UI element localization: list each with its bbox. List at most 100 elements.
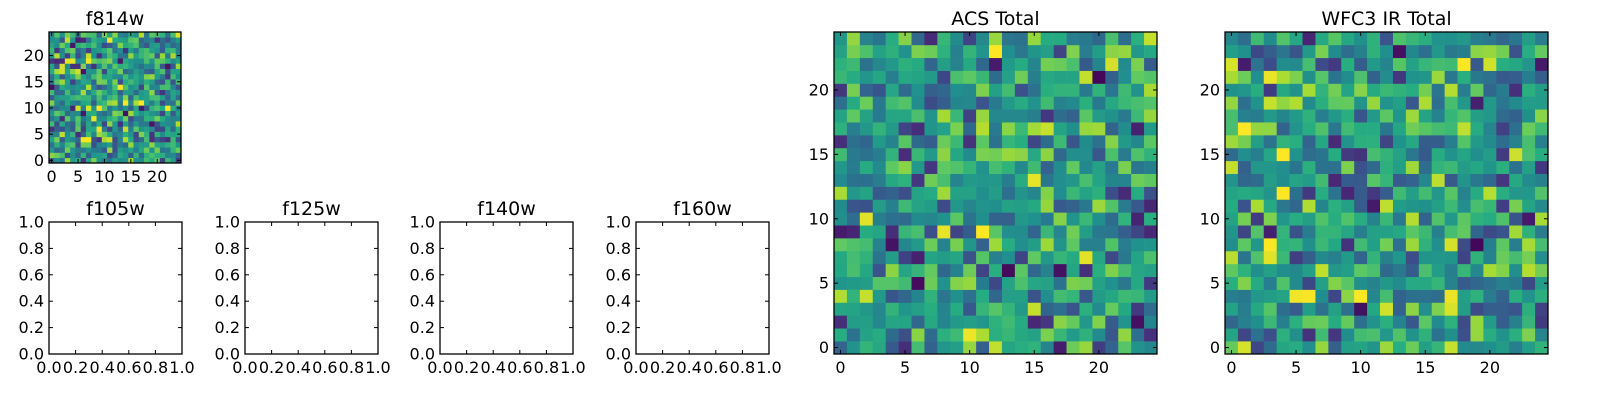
- acs-total-cell: [859, 135, 874, 149]
- wfc3-ir-total-cell: [1392, 225, 1407, 239]
- wfc3-ir-total-cell: [1405, 263, 1420, 278]
- acs-total-cell: [1131, 83, 1145, 97]
- f814w-cell: [154, 37, 161, 43]
- acs-total-cell: [924, 109, 938, 123]
- f814w-cell: [49, 126, 55, 132]
- wfc3-ir-total-cell: [1250, 122, 1265, 136]
- f814w-cell: [165, 37, 171, 43]
- wfc3-ir-total-cell: [1392, 70, 1407, 84]
- f814w-cell: [117, 32, 124, 38]
- f105w-ytick-label: 0.2: [19, 318, 44, 337]
- acs-total-cell: [1001, 315, 1016, 329]
- f160w-ytick-label: 0.8: [606, 239, 631, 258]
- wfc3-ir-total-cell: [1367, 225, 1381, 239]
- wfc3-ir-total-cell: [1276, 199, 1290, 213]
- wfc3-ir-total-ytick-label: 5: [1210, 274, 1220, 293]
- wfc3-ir-total-ytick-label: 10: [1200, 209, 1220, 228]
- f814w-cell: [91, 126, 97, 132]
- acs-total-cell: [937, 250, 951, 265]
- f814w-cell: [59, 105, 66, 111]
- f814w-cell: [91, 94, 97, 101]
- wfc3-ir-total-cell: [1367, 96, 1381, 110]
- f814w-cell: [75, 42, 81, 49]
- wfc3-ir-total-cell: [1483, 199, 1497, 213]
- acs-total-cell: [1079, 44, 1093, 59]
- acs-total-cell: [1092, 276, 1106, 290]
- wfc3-ir-total-cell: [1367, 32, 1381, 46]
- acs-total-cell: [937, 32, 951, 46]
- acs-total-cell: [1001, 289, 1016, 303]
- acs-total-cell: [859, 122, 874, 136]
- wfc3-ir-total-cell: [1276, 289, 1290, 303]
- f814w-cell: [159, 68, 166, 75]
- wfc3-ir-total-cell: [1431, 276, 1445, 290]
- acs-total-cell: [937, 96, 951, 110]
- wfc3-ir-total-cell: [1483, 57, 1497, 71]
- acs-total-cell: [834, 250, 848, 265]
- wfc3-ir-total-cell: [1444, 263, 1458, 278]
- acs-total-cell: [963, 122, 977, 136]
- f814w-cell: [165, 52, 171, 59]
- wfc3-ir-total-xtick-label: 10: [1350, 358, 1370, 377]
- f814w-cell: [107, 89, 113, 96]
- wfc3-ir-total-cell: [1354, 32, 1368, 46]
- acs-total-cell: [859, 57, 874, 71]
- f814w-cell: [107, 37, 113, 43]
- wfc3-ir-total-cell: [1380, 122, 1394, 136]
- wfc3-ir-total-cell: [1496, 32, 1510, 46]
- acs-total-cell: [1066, 302, 1080, 316]
- acs-total-cell: [976, 186, 990, 200]
- wfc3-ir-total-cell: [1457, 225, 1471, 239]
- wfc3-ir-total-cell: [1341, 315, 1355, 329]
- wfc3-ir-total-cell: [1237, 263, 1252, 278]
- acs-total-cell: [834, 289, 848, 303]
- acs-total-cell: [1040, 109, 1054, 123]
- acs-total-cell: [1001, 83, 1016, 97]
- wfc3-ir-total-cell: [1509, 173, 1523, 187]
- acs-total-xtick-label: 10: [959, 358, 979, 377]
- acs-total-cell: [1027, 32, 1042, 46]
- acs-total-cell: [1118, 212, 1132, 226]
- wfc3-ir-total-cell: [1405, 250, 1420, 265]
- f814w-cell: [122, 152, 129, 159]
- f814w-ytick-label: 15: [24, 72, 44, 91]
- f814w-cell: [175, 94, 182, 101]
- wfc3-ir-total-cell: [1444, 225, 1458, 239]
- wfc3-ir-total-cell: [1405, 289, 1420, 303]
- acs-total-cell: [885, 32, 899, 46]
- wfc3-ir-total-cell: [1354, 212, 1368, 226]
- wfc3-ir-total-cell: [1302, 160, 1316, 174]
- acs-total-cell: [1144, 122, 1158, 136]
- wfc3-ir-total-cell: [1354, 160, 1368, 174]
- f814w-cell: [75, 147, 81, 153]
- acs-total-cell: [1040, 173, 1054, 187]
- acs-total-cell: [989, 263, 1003, 278]
- f160w-ytick-label: 1.0: [606, 213, 631, 232]
- acs-total-cell: [1144, 302, 1158, 316]
- acs-total-cell: [1001, 147, 1016, 162]
- f814w-cell: [117, 89, 124, 96]
- acs-total-cell: [950, 70, 964, 84]
- wfc3-ir-total-cell: [1302, 263, 1316, 278]
- acs-total-cell: [1014, 289, 1029, 303]
- f814w-cell: [112, 142, 118, 148]
- wfc3-ir-total-cell: [1276, 315, 1290, 329]
- wfc3-ir-total-cell: [1470, 135, 1484, 149]
- f814w-cell: [64, 42, 71, 49]
- acs-total-cell: [989, 135, 1003, 149]
- f814w-cell: [144, 94, 150, 101]
- wfc3-ir-total-cell: [1315, 57, 1329, 71]
- wfc3-ir-total-cell: [1225, 32, 1239, 46]
- f814w-cell: [159, 110, 166, 117]
- acs-total-cell: [924, 44, 938, 59]
- acs-total-cell: [911, 122, 925, 136]
- f814w-cell: [101, 142, 108, 148]
- wfc3-ir-total-cell: [1225, 315, 1239, 329]
- acs-total-cell: [1079, 186, 1093, 200]
- f814w-cell: [138, 42, 145, 49]
- acs-total-axes-frame: [833, 31, 1158, 355]
- f814w-cell: [107, 58, 113, 64]
- f814w-cell: [128, 142, 134, 148]
- wfc3-ir-total-cell: [1509, 57, 1523, 71]
- f814w-cell: [170, 142, 177, 148]
